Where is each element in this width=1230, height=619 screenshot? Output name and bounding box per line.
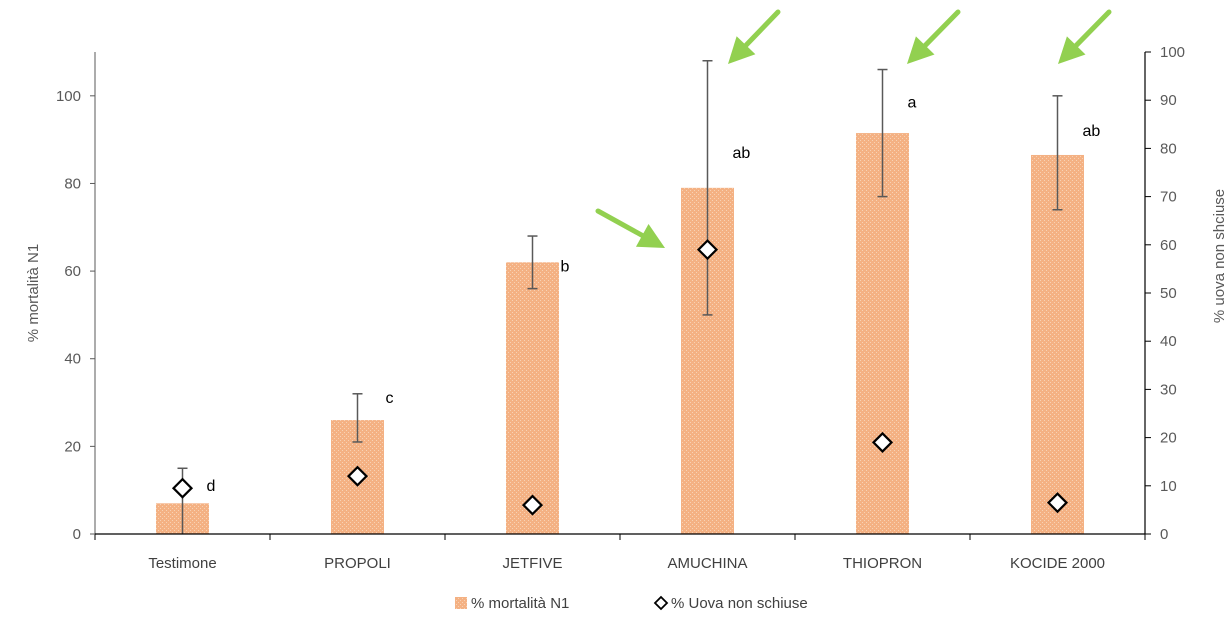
- y2-tick-label-4: 40: [1160, 333, 1177, 350]
- legend-swatch-diamond: [655, 597, 667, 609]
- legend-swatch-bar: [455, 597, 467, 609]
- y2-tick-label-10: 100: [1160, 44, 1185, 61]
- y-tick-label-5: 100: [56, 88, 81, 105]
- x-tick-label-4: THIOPRON: [843, 555, 922, 572]
- y2-tick-label-8: 80: [1160, 140, 1177, 157]
- bars-layer: [156, 133, 1084, 534]
- significance-label-3: ab: [733, 145, 751, 162]
- y-tick-label-1: 20: [64, 438, 81, 455]
- legend: % mortalità N1 % Uova non schiuse: [455, 595, 808, 612]
- axes-layer: [90, 52, 1151, 540]
- x-tick-label-1: PROPOLI: [324, 555, 391, 572]
- y2-tick-label-0: 0: [1160, 526, 1168, 543]
- y-tick-label-3: 60: [64, 263, 81, 280]
- arrow-kocide-bar: [1058, 12, 1109, 64]
- y2-tick-label-9: 90: [1160, 92, 1177, 109]
- significance-label-4: a: [908, 94, 917, 111]
- y2-tick-label-7: 70: [1160, 189, 1177, 206]
- significance-label-0: d: [207, 478, 216, 495]
- arrow-amuchina-marker: [598, 211, 665, 248]
- significance-label-2: b: [561, 259, 570, 276]
- bar-2: [506, 262, 559, 534]
- x-tick-label-0: Testimone: [148, 555, 216, 572]
- y2-axis-title: % uova non shciuse: [1211, 189, 1228, 323]
- y2-tick-label-5: 50: [1160, 285, 1177, 302]
- y-tick-label-2: 40: [64, 351, 81, 368]
- y-tick-label-0: 0: [73, 526, 81, 543]
- legend-label-diamond: % Uova non schiuse: [671, 595, 808, 612]
- x-tick-label-2: JETFIVE: [502, 555, 562, 572]
- y2-tick-label-1: 10: [1160, 478, 1177, 495]
- arrow-thiopron-bar: [907, 12, 958, 64]
- error-bars-layer: [178, 61, 1063, 534]
- y-tick-label-4: 80: [64, 175, 81, 192]
- markers-layer: [174, 241, 1067, 514]
- bar-5: [1031, 155, 1084, 534]
- y2-tick-label-3: 30: [1160, 381, 1177, 398]
- y2-tick-label-2: 20: [1160, 430, 1177, 447]
- arrow-amuchina-bar: [728, 12, 778, 64]
- y2-tick-label-6: 60: [1160, 237, 1177, 254]
- legend-label-bar: % mortalità N1: [471, 595, 569, 612]
- diamond-marker-0: [174, 479, 192, 497]
- significance-label-1: c: [386, 390, 394, 407]
- x-tick-label-3: AMUCHINA: [667, 555, 747, 572]
- y-axis-title: % mortalità N1: [25, 244, 42, 342]
- x-tick-label-5: KOCIDE 2000: [1010, 555, 1105, 572]
- significance-label-5: ab: [1083, 123, 1101, 140]
